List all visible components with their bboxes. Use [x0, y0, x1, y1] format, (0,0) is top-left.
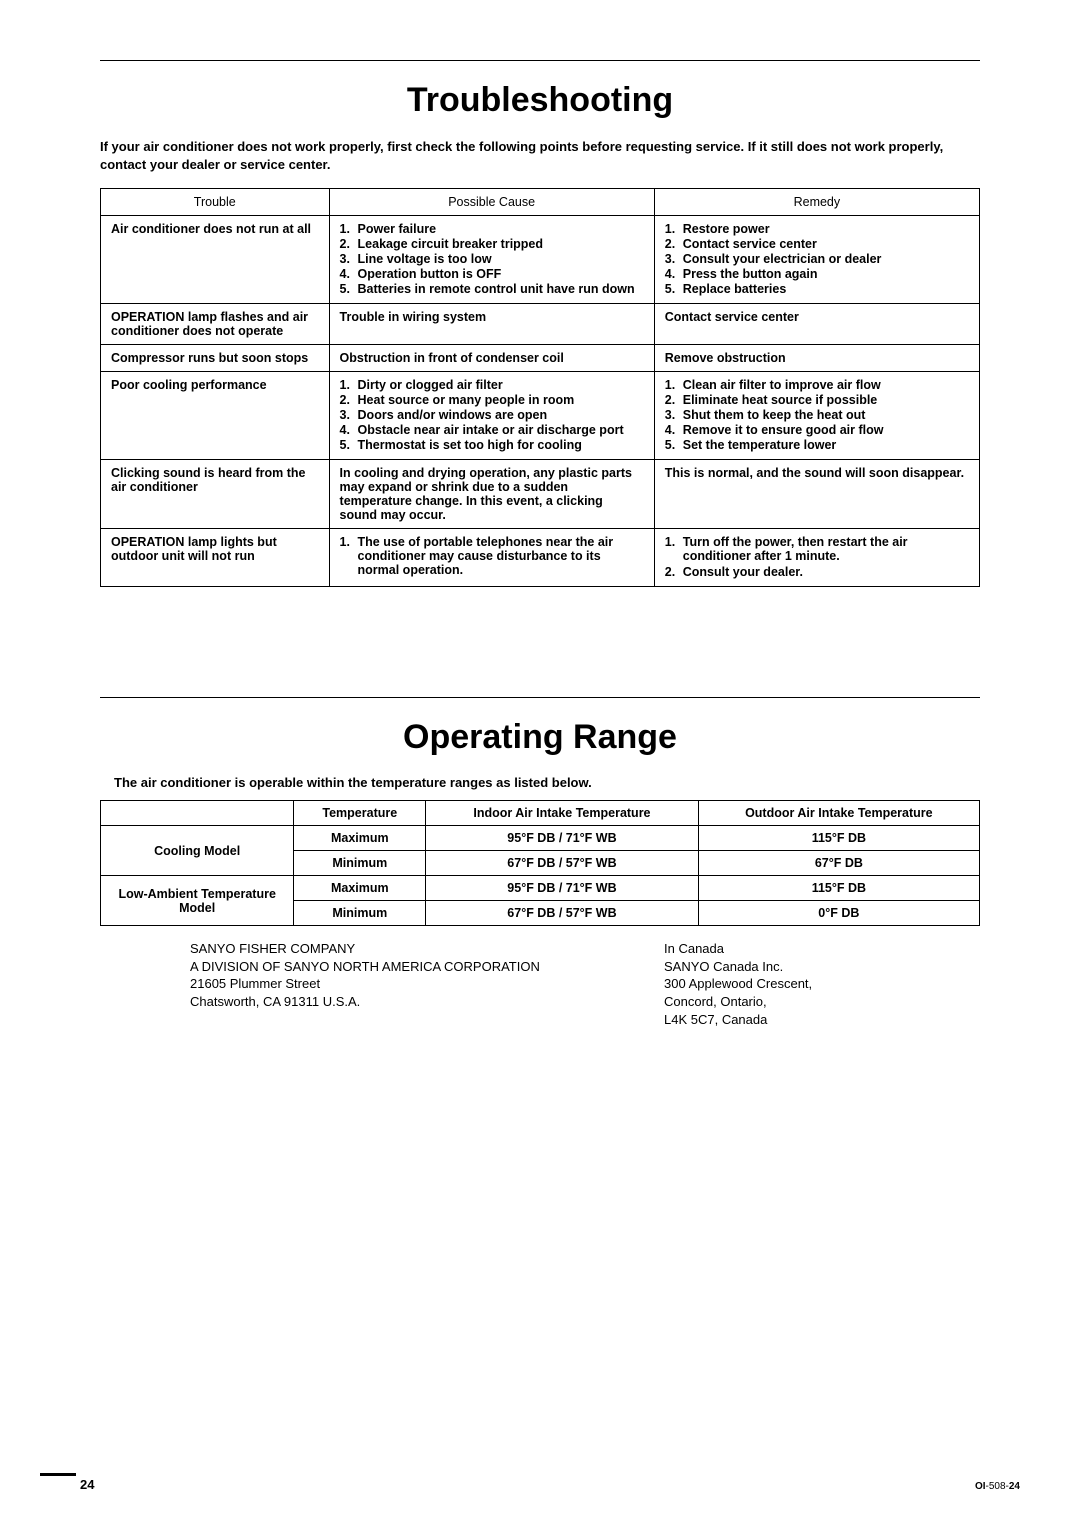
th-cause: Possible Cause [329, 189, 654, 216]
trouble-cell: OPERATION lamp flashes and air condition… [101, 304, 330, 345]
section-title-range: Operating Range [100, 718, 980, 757]
troubleshooting-intro: If your air conditioner does not work pr… [100, 138, 980, 174]
footer: SANYO FISHER COMPANYA DIVISION OF SANYO … [100, 940, 980, 1028]
section-divider [100, 697, 980, 698]
section-divider [100, 60, 980, 61]
th-temp: Temperature [294, 801, 426, 826]
trouble-cell: Compressor runs but soon stops [101, 345, 330, 372]
trouble-cell: OPERATION lamp lights but outdoor unit w… [101, 529, 330, 587]
range-intro: The air conditioner is operable within t… [100, 775, 980, 790]
footer-right: In CanadaSANYO Canada Inc.300 Applewood … [664, 940, 980, 1028]
page-bar [40, 1473, 76, 1476]
trouble-cell: Air conditioner does not run at all [101, 216, 330, 304]
footer-left: SANYO FISHER COMPANYA DIVISION OF SANYO … [190, 940, 664, 1028]
section-title-troubleshooting: Troubleshooting [100, 81, 980, 120]
operating-range-table: Temperature Indoor Air Intake Temperatur… [100, 800, 980, 926]
doc-code: OI-508-24 [975, 1481, 1020, 1492]
trouble-cell: Clicking sound is heard from the air con… [101, 460, 330, 529]
page-number: 24 [80, 1477, 94, 1492]
trouble-cell: Poor cooling performance [101, 372, 330, 460]
th-indoor: Indoor Air Intake Temperature [426, 801, 698, 826]
th-blank [101, 801, 294, 826]
troubleshooting-table: Trouble Possible Cause Remedy Air condit… [100, 188, 980, 587]
th-remedy: Remedy [654, 189, 979, 216]
th-trouble: Trouble [101, 189, 330, 216]
th-outdoor: Outdoor Air Intake Temperature [698, 801, 979, 826]
